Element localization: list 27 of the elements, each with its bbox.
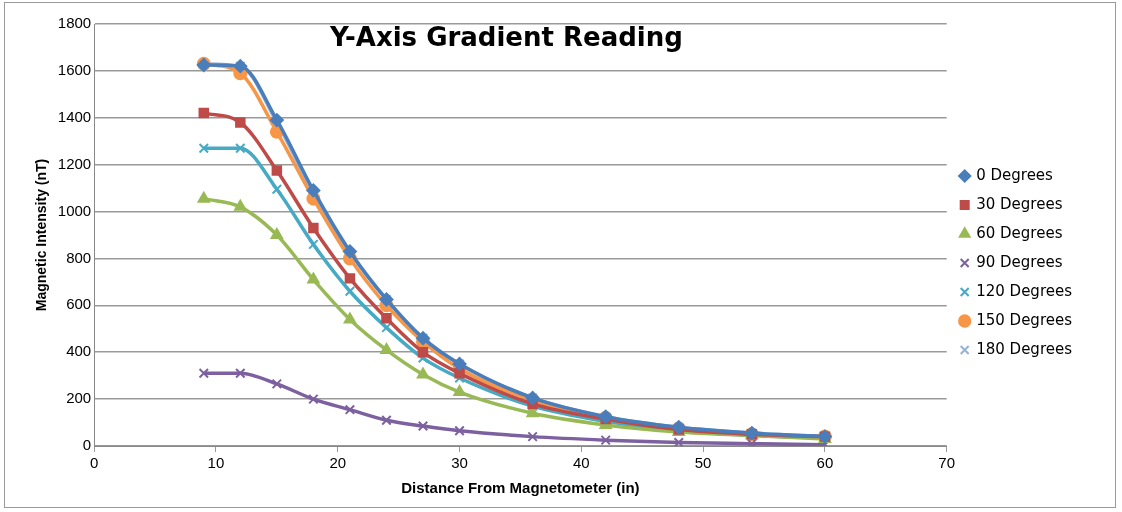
legend-label: 180 Degrees (976, 339, 1073, 358)
y-tick-label: 800 (66, 248, 92, 266)
x-tick-label: 20 (329, 454, 347, 472)
y-tick-label: 0 (82, 436, 92, 454)
x-tick-label: 10 (207, 454, 225, 472)
x-tick-label: 30 (451, 454, 468, 472)
y-tick-label: 200 (66, 389, 92, 407)
y-tick-label: 1000 (57, 201, 92, 219)
x-tick-label: 60 (816, 454, 834, 472)
y-tick-label: 600 (66, 295, 92, 313)
legend-label: 150 Degrees (976, 310, 1073, 329)
y-tick-label: 400 (66, 342, 92, 360)
legend-label: 90 Degrees (976, 252, 1063, 271)
legend-label: 0 Degrees (976, 165, 1054, 184)
x-tick-label: 40 (572, 454, 590, 472)
legend-label: 30 Degrees (976, 194, 1063, 213)
legend-label: 120 Degrees (976, 281, 1073, 300)
y-tick-label: 1200 (57, 154, 92, 172)
y-tick-label: 1800 (57, 14, 92, 32)
y-tick-label: 1400 (57, 107, 92, 125)
x-tick-label: 70 (938, 454, 956, 472)
y-axis-title: Magnetic Intensity (nT) (33, 158, 50, 312)
chart-title: Y-Axis Gradient Reading (330, 22, 683, 52)
y-tick-label: 1600 (57, 61, 92, 79)
x-tick-label: 50 (694, 454, 712, 472)
legend-label: 60 Degrees (976, 223, 1063, 242)
x-axis-title: Distance From Magnetometer (in) (401, 479, 640, 497)
